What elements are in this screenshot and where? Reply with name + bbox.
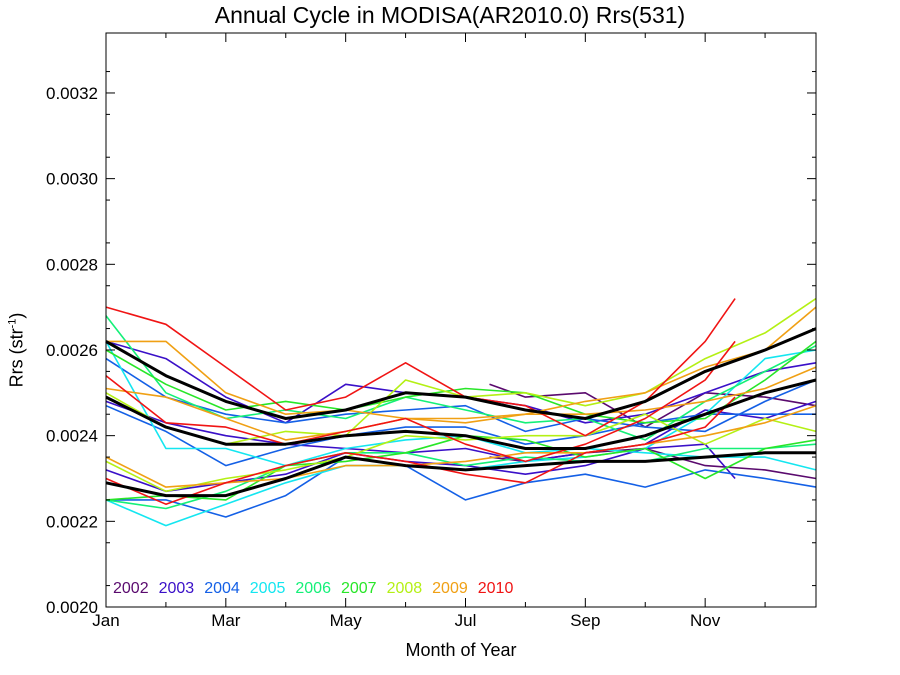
legend-item-2003: 2003: [158, 580, 195, 597]
series-line-3: [105, 400, 817, 463]
series-line-15: [105, 413, 817, 493]
x-tick-label-3: Jul: [455, 611, 477, 630]
series-line-7: [105, 357, 817, 433]
series-line-16: [106, 306, 817, 424]
mean-line-22: [105, 327, 817, 420]
x-tick-label-4: Sep: [570, 611, 600, 630]
mean-line-24: [105, 451, 816, 498]
series-line-11: [105, 443, 817, 510]
series-line-12: [105, 340, 817, 424]
y-axis-label: Rrs (str-1): [7, 313, 28, 388]
x-tick-label-2: May: [330, 611, 363, 630]
y-tick-label-4: 0.0028: [46, 255, 98, 274]
legend-item-2006: 2006: [295, 580, 331, 597]
y-tick-label-6: 0.0032: [46, 84, 98, 103]
plot-frame: [105, 32, 817, 608]
x-tick-label-5: Nov: [690, 611, 721, 630]
x-tick-label-0: Jan: [92, 611, 119, 630]
legend-item-2007: 2007: [340, 580, 377, 597]
y-tick-label-3: 0.0026: [46, 341, 98, 360]
legend: 2002 2003 2004 2005 2006 2007 2008 2009 2010: [113, 580, 523, 598]
legend-item-2004: 2004: [204, 580, 240, 597]
legend-item-2005: 2005: [249, 580, 286, 597]
series-line-17: [105, 366, 817, 441]
mean-line-23: [105, 378, 817, 450]
series-line-19: [105, 298, 736, 437]
ticks-layer: 0.0020 0.0022 0.0024 0.0026 0.0028 0.0030 0.00…: [46, 33, 816, 630]
y-tick-label-0: 0.0020: [46, 598, 98, 617]
series-layer: [105, 297, 817, 527]
y-tick-label-5: 0.0030: [46, 170, 98, 189]
x-axis-label: Month of Year: [405, 640, 517, 660]
legend-item-2009: 2009: [432, 580, 468, 597]
series-line-20: [105, 340, 736, 463]
y-axis-label-main: Rrs (str: [6, 328, 27, 388]
series-line-6: [106, 456, 817, 518]
legend-item-2002: 2002: [113, 580, 149, 597]
legend-item-2010: 2010: [477, 580, 514, 597]
y-tick-label-1: 0.0022: [46, 512, 98, 531]
chart-title: Annual Cycle in MODISA(AR2010.0) Rrs(531…: [214, 2, 686, 28]
y-axis-label-tail: ): [6, 312, 27, 319]
x-tick-label-1: Mar: [211, 611, 241, 630]
series-line-13: [105, 434, 817, 501]
legend-item-2008: 2008: [386, 580, 423, 597]
y-axis-label-sup: -1: [6, 318, 19, 329]
y-tick-label-2: 0.0024: [46, 427, 98, 446]
series-line-0: [489, 383, 817, 428]
